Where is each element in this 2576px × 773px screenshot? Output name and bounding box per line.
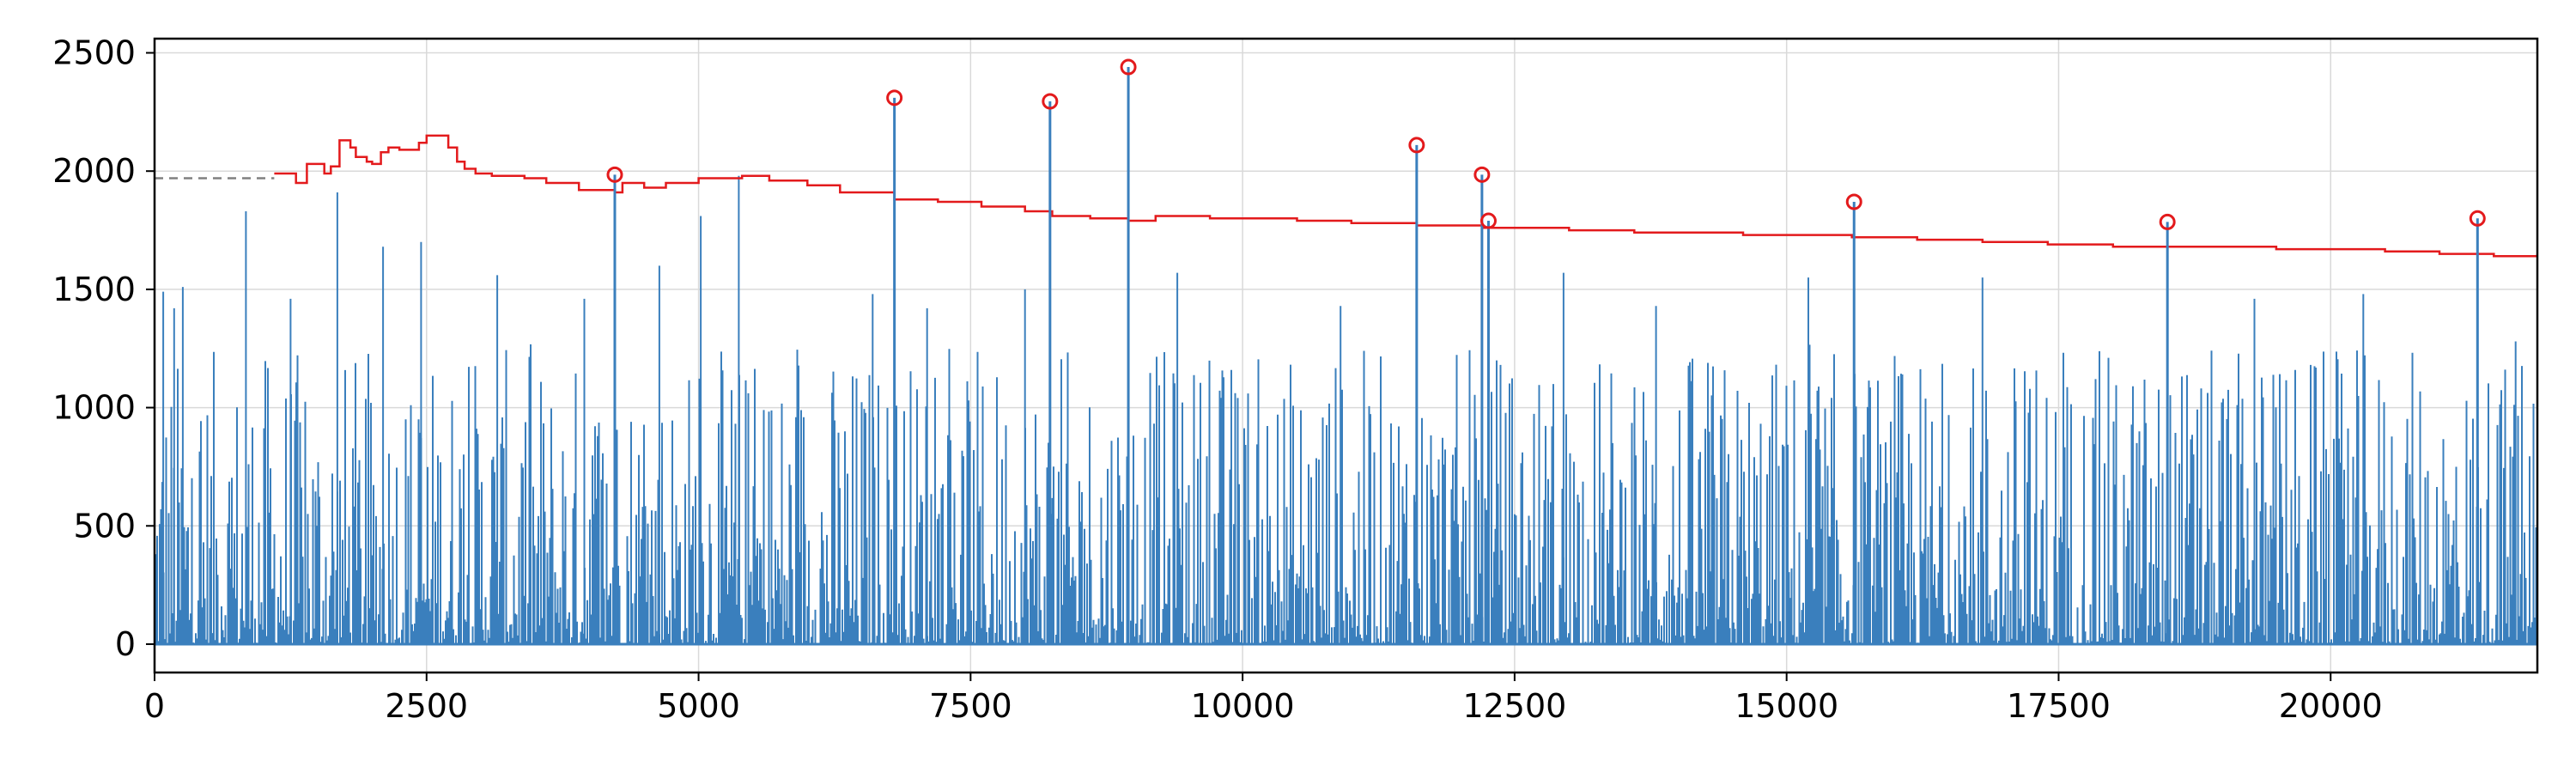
x-tick-label: 17500 — [2007, 687, 2111, 725]
signal-series — [155, 175, 2537, 646]
peak-marker — [1473, 166, 1491, 183]
peak-marker — [1845, 193, 1862, 210]
peak-marker — [1408, 137, 1425, 154]
x-tick-label: 5000 — [657, 687, 740, 725]
y-tick-label: 2000 — [52, 152, 136, 190]
peak-marker — [1042, 93, 1059, 110]
x-tick-label: 20000 — [2279, 687, 2383, 725]
y-tick-label: 2500 — [52, 34, 136, 72]
y-axis: 0 500 1000 1500 2000 2500 — [52, 34, 155, 663]
x-tick-label: 15000 — [1735, 687, 1838, 725]
peaks-series — [606, 58, 2486, 644]
y-tick-label: 500 — [73, 507, 136, 545]
x-tick-label: 0 — [144, 687, 165, 725]
peak-marker — [1479, 212, 1497, 229]
threshold-line — [274, 134, 2537, 258]
peak-marker — [2469, 210, 2486, 227]
peak-marker — [1120, 58, 1137, 76]
x-tick-label: 12500 — [1462, 687, 1566, 725]
x-axis: 0 2500 5000 7500 10000 12500 15000 17500 20000 — [144, 673, 2383, 725]
x-tick-label: 7500 — [929, 687, 1012, 725]
peak-marker — [886, 89, 903, 107]
plot-frame — [153, 37, 2539, 674]
y-tick-label: 1500 — [52, 271, 136, 308]
y-tick-label: 0 — [115, 625, 136, 663]
x-tick-label: 10000 — [1191, 687, 1295, 725]
x-tick-label: 2500 — [385, 687, 468, 725]
y-tick-label: 1000 — [52, 389, 136, 427]
peak-marker — [606, 166, 623, 183]
peak-marker — [2159, 213, 2176, 230]
threshold-series — [155, 134, 2537, 258]
